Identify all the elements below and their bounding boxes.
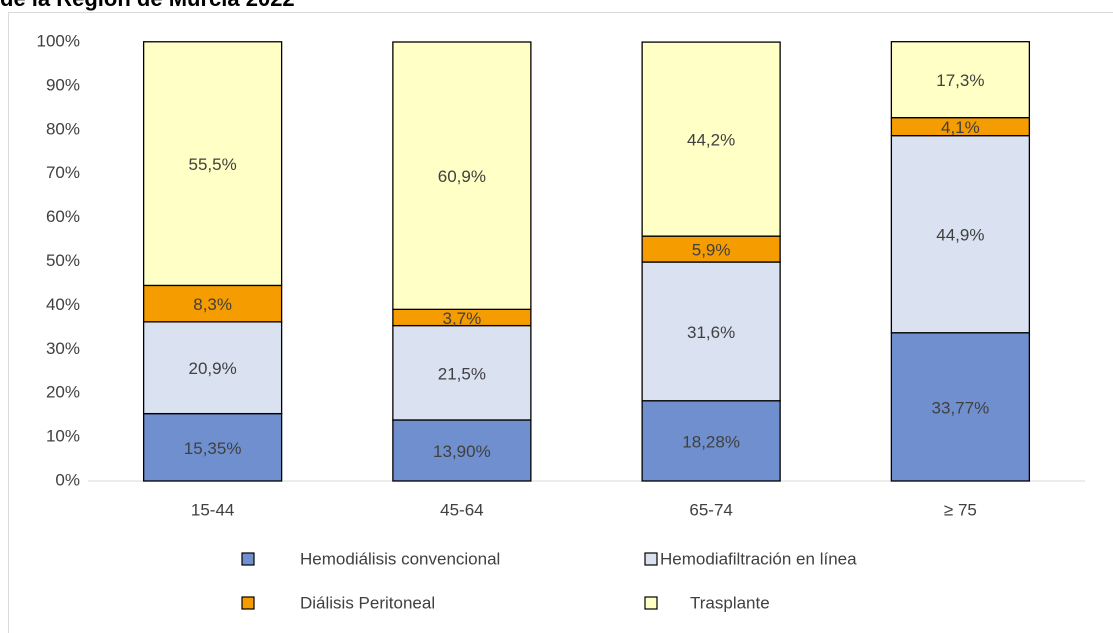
legend-swatch: [241, 552, 255, 566]
value-label: 17,3%: [936, 71, 984, 90]
value-label: 5,9%: [692, 241, 731, 260]
bar-segment: [641, 400, 781, 482]
bar-segment: [142, 321, 283, 415]
legend-swatch: [644, 596, 658, 610]
y-tick-label: 70%: [46, 163, 80, 182]
bar-segment: [641, 261, 781, 402]
value-label: 21,5%: [438, 364, 486, 383]
y-tick-label: 40%: [46, 295, 80, 314]
value-label: 20,9%: [189, 359, 237, 378]
bar-segment: [392, 324, 532, 421]
bar-segment: [641, 41, 781, 237]
bar-segment: [392, 419, 532, 482]
bar-segment: [890, 41, 1031, 119]
bar-segment: [890, 134, 1031, 334]
legend-label: Hemodiálisis convencional: [300, 549, 500, 568]
legend-label: Trasplante: [690, 593, 770, 612]
y-tick-label: 80%: [46, 119, 80, 138]
y-tick-label: 50%: [46, 251, 80, 270]
x-tick-label: 45-64: [440, 500, 483, 519]
x-tick-label: ≥ 75: [944, 500, 977, 519]
value-label: 33,77%: [932, 398, 990, 417]
x-tick-label: 15-44: [191, 500, 234, 519]
value-label: 4,1%: [941, 118, 980, 137]
y-tick-label: 20%: [46, 383, 80, 402]
bar-segment: [142, 284, 283, 323]
value-label: 3,7%: [443, 309, 482, 328]
y-tick-label: 100%: [37, 31, 80, 50]
value-label: 15,35%: [184, 439, 242, 458]
y-tick-label: 90%: [46, 75, 80, 94]
value-label: 44,9%: [936, 226, 984, 245]
value-label: 44,2%: [687, 131, 735, 150]
legend-label: Diálisis Peritoneal: [300, 593, 435, 612]
bar-segment: [392, 41, 532, 311]
bar-segment: [890, 332, 1031, 482]
value-label: 60,9%: [438, 167, 486, 186]
y-tick-label: 60%: [46, 207, 80, 226]
y-tick-label: 0%: [55, 470, 80, 489]
y-tick-label: 30%: [46, 339, 80, 358]
value-label: 18,28%: [682, 432, 740, 451]
value-label: 13,90%: [433, 442, 491, 461]
x-tick-label: 65-74: [689, 500, 732, 519]
legend-swatch: [644, 552, 658, 566]
bar-segment: [142, 412, 283, 482]
value-label: 31,6%: [687, 323, 735, 342]
legend-swatch: [241, 596, 255, 610]
bar-segment: [142, 41, 283, 287]
value-label: 55,5%: [189, 155, 237, 174]
value-label: 8,3%: [193, 295, 232, 314]
legend-label: Hemodiafiltración en línea: [660, 549, 857, 568]
y-tick-label: 10%: [46, 427, 80, 446]
chart-title: de la Región de Murcia 2022: [0, 0, 295, 11]
